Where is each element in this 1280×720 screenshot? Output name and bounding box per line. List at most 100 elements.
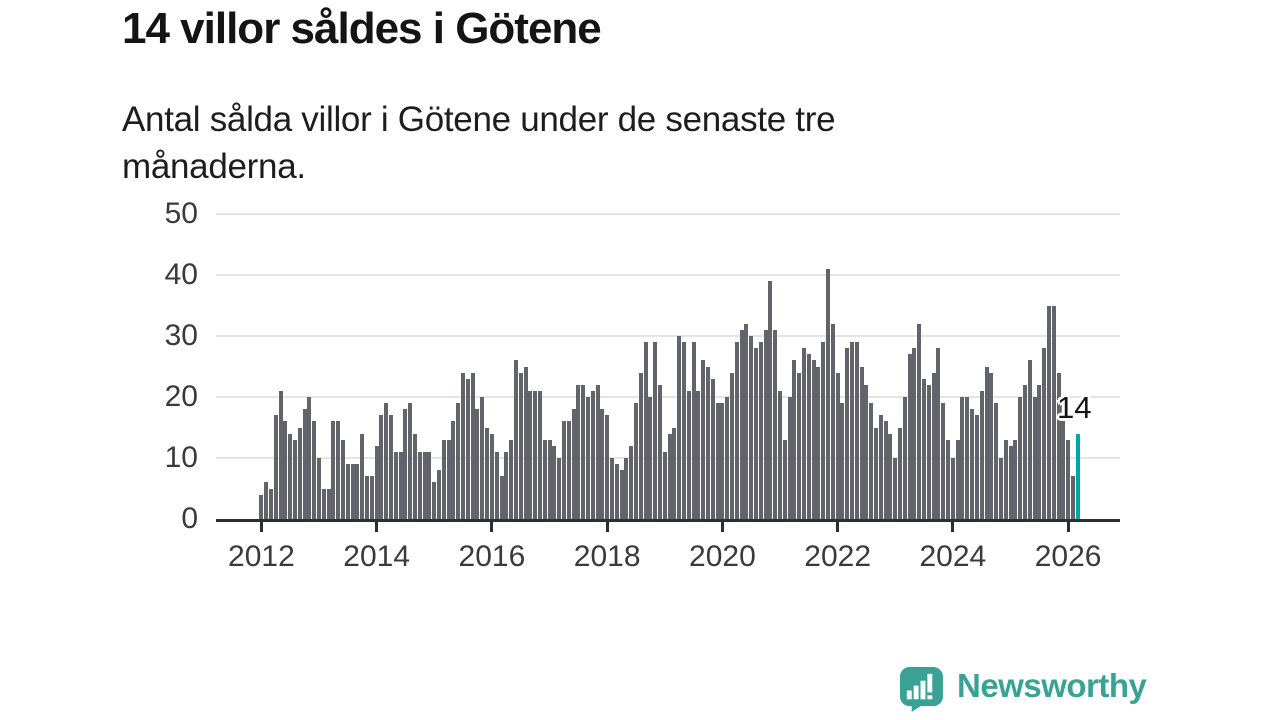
bar (778, 390, 783, 519)
bar (345, 464, 350, 519)
bar (427, 451, 432, 519)
bar (907, 354, 912, 519)
bar (273, 415, 278, 519)
bar (403, 409, 408, 519)
x-axis-tick (375, 519, 379, 532)
y-gridline (216, 213, 1120, 215)
highlight-value-label: 14 (1057, 390, 1092, 425)
page-title: 14 villor såldes i Götene (122, 4, 602, 53)
bar (326, 488, 331, 519)
bar (773, 329, 778, 519)
bar (398, 451, 403, 519)
bar (614, 464, 619, 519)
bar (317, 458, 322, 519)
x-axis-tick-label: 2016 (458, 540, 526, 573)
y-gridline (216, 274, 1120, 276)
bar (413, 433, 418, 519)
bar (509, 439, 514, 519)
bar (638, 372, 643, 519)
bar (389, 415, 394, 519)
bar (662, 451, 667, 519)
bar (283, 421, 288, 519)
bar (854, 342, 859, 519)
bar (422, 451, 427, 519)
bar (1013, 439, 1018, 519)
bar (528, 390, 533, 519)
bar (609, 458, 614, 519)
bar (955, 439, 960, 519)
bar (729, 372, 734, 519)
x-axis-tick (605, 519, 609, 532)
bar (1018, 397, 1023, 519)
bar (1056, 372, 1061, 519)
bar (960, 397, 965, 519)
bar (874, 427, 879, 519)
bar (504, 451, 509, 519)
bar (691, 342, 696, 519)
bar (758, 342, 763, 519)
bar (417, 451, 422, 519)
bar (379, 415, 384, 519)
bar (629, 445, 634, 519)
highlight-bar (1075, 433, 1080, 519)
bar (672, 427, 677, 519)
bar (917, 323, 922, 519)
bar (816, 366, 821, 519)
bar (278, 390, 283, 519)
bar (456, 403, 461, 519)
x-axis-tick-label: 2020 (689, 540, 756, 573)
bar (384, 403, 389, 519)
bar (590, 390, 595, 519)
bar (619, 470, 624, 519)
bar (754, 348, 758, 519)
bar (408, 403, 413, 519)
bar (365, 476, 370, 519)
bar (821, 342, 826, 519)
x-axis-line (216, 519, 1120, 522)
bar (893, 458, 898, 519)
bar (1022, 384, 1027, 519)
y-axis-tick-label: 30 (164, 319, 198, 352)
bar (331, 421, 336, 519)
bar (912, 348, 917, 519)
bar (1008, 445, 1013, 519)
bar (681, 342, 686, 519)
bar (826, 268, 831, 519)
y-axis-tick-label: 0 (181, 502, 198, 535)
bar (946, 439, 951, 519)
bar (922, 378, 927, 519)
bar (970, 409, 975, 519)
bar (878, 415, 883, 519)
bar (974, 415, 979, 519)
bar (557, 458, 562, 519)
bar (374, 445, 379, 519)
bar (1066, 439, 1071, 519)
chart-subtitle: Antal sålda villor i Götene under de sen… (122, 100, 836, 186)
bar (312, 421, 317, 519)
brand-name: Newsworthy (957, 666, 1147, 704)
bar (888, 433, 893, 519)
bar (869, 403, 874, 519)
bar (297, 427, 302, 519)
x-axis-tick-label: 2022 (804, 540, 872, 573)
bar (480, 397, 485, 519)
x-axis-tick-label: 2014 (343, 540, 411, 573)
bar (581, 384, 586, 519)
bar (806, 354, 811, 519)
bar (605, 415, 610, 519)
bar (720, 403, 725, 519)
y-axis-tick-label: 20 (164, 380, 198, 413)
bar (744, 323, 749, 519)
bar (341, 439, 346, 519)
bar (489, 433, 494, 519)
bar (264, 482, 269, 519)
bar (523, 366, 528, 519)
x-axis-tick (836, 519, 840, 532)
bar (931, 372, 936, 519)
bar (600, 409, 605, 519)
bar (941, 403, 946, 519)
x-axis-tick-label: 2018 (573, 540, 641, 573)
bar (898, 427, 903, 519)
bar (465, 378, 470, 519)
